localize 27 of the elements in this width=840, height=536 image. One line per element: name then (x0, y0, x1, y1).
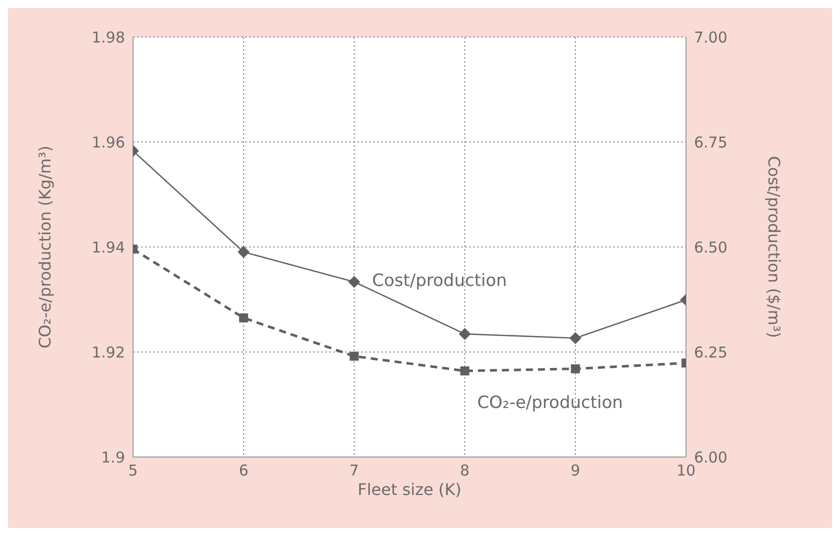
x-tick-label: 6 (238, 462, 248, 480)
y2-axis-title: Cost/production ($/m³) (764, 156, 784, 338)
point (348, 276, 360, 288)
y-tick-label: 1.96 (92, 133, 125, 152)
x-tick-label: 7 (349, 462, 359, 480)
series-label: Cost/production (372, 270, 507, 291)
x-tick-label: 8 (460, 462, 470, 480)
y2-tick-label: 6.00 (694, 448, 728, 466)
y2-tick-label: 6.25 (694, 343, 728, 362)
y-axis-title: CO₂-e/production (Kg/m³) (36, 146, 55, 348)
y-tick-label: 1.98 (92, 28, 125, 46)
x-tick-label: 5 (128, 462, 138, 480)
point (570, 364, 580, 374)
y-tick-label: 1.9 (101, 448, 125, 466)
point (458, 328, 471, 340)
x-tick-label: 10 (676, 462, 696, 480)
x-axis-title: Fleet size (K) (358, 480, 462, 499)
point (460, 366, 470, 376)
series-label: CO₂-e/production (477, 392, 623, 413)
y2-tick-label: 7.00 (694, 28, 728, 46)
point (239, 313, 248, 322)
point (350, 352, 359, 361)
y-tick-label: 1.92 (92, 343, 125, 362)
x-tick-label: 9 (570, 462, 580, 480)
y-tick-label: 1.94 (92, 238, 125, 256)
y2-tick-label: 6.75 (694, 133, 728, 152)
y2-tick-label: 6.50 (694, 238, 728, 256)
